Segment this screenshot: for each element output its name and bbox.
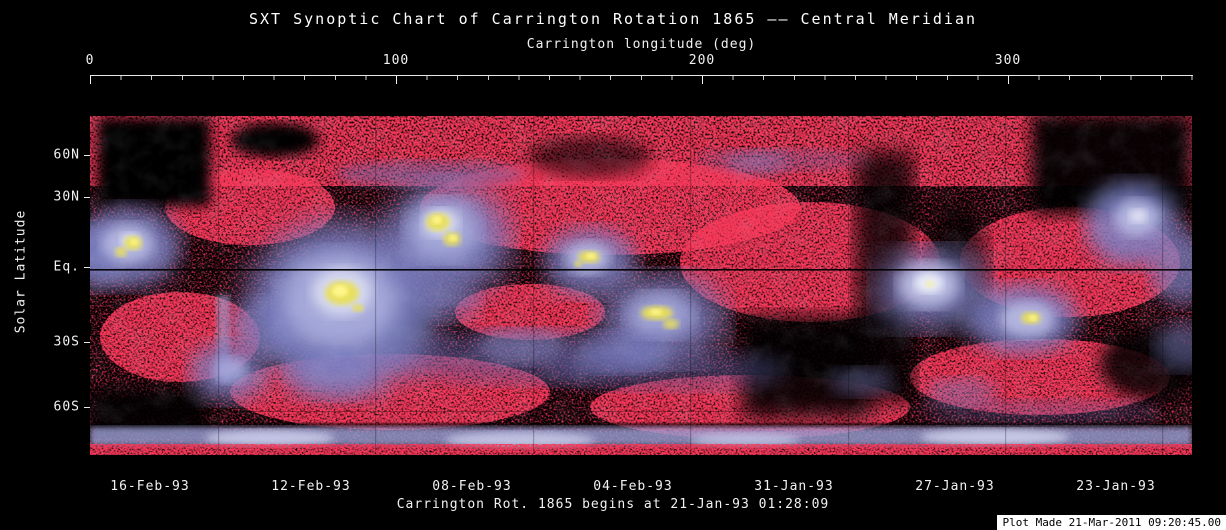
y-tick-label: 60S (53, 399, 80, 415)
date-label: 04-Feb-93 (593, 479, 673, 494)
x-axis-major-tick (702, 76, 703, 84)
x-axis-minor-ticks (90, 76, 1193, 80)
y-tick-label: 30S (53, 334, 80, 350)
x-tick-label: 200 (688, 53, 716, 68)
date-label: 08-Feb-93 (432, 479, 512, 494)
x-tick-label: 300 (994, 53, 1022, 68)
synoptic-heatmap-image (90, 112, 1192, 458)
y-axis-tick (84, 267, 90, 268)
y-tick-label: Eq. (53, 259, 80, 275)
date-label: 12-Feb-93 (271, 479, 351, 494)
y-tick-label: 60N (53, 147, 80, 163)
y-axis-tick (84, 197, 90, 198)
x-tick-label: 0 (85, 53, 95, 68)
y-tick-label: 30N (53, 189, 80, 205)
y-axis-tick (84, 155, 90, 156)
y-axis-tick (84, 407, 90, 408)
plot-title: SXT Synoptic Chart of Carrington Rotatio… (248, 10, 978, 28)
y-axis-tick (84, 342, 90, 343)
plot-made-stamp: Plot Made 21-Mar-2011 09:20:45.00 (997, 515, 1226, 530)
rotation-start-caption: Carrington Rot. 1865 begins at 21-Jan-93… (396, 497, 830, 512)
x-axis-line (90, 75, 1193, 76)
x-tick-label: 100 (382, 53, 410, 68)
x-axis-title: Carrington longitude (deg) (526, 37, 757, 52)
x-axis-major-tick (396, 76, 397, 84)
date-label: 31-Jan-93 (754, 479, 834, 494)
x-axis-major-tick (1008, 76, 1009, 84)
date-label: 16-Feb-93 (110, 479, 190, 494)
date-label: 23-Jan-93 (1076, 479, 1156, 494)
date-label: 27-Jan-93 (915, 479, 995, 494)
x-axis-major-tick (90, 76, 91, 84)
